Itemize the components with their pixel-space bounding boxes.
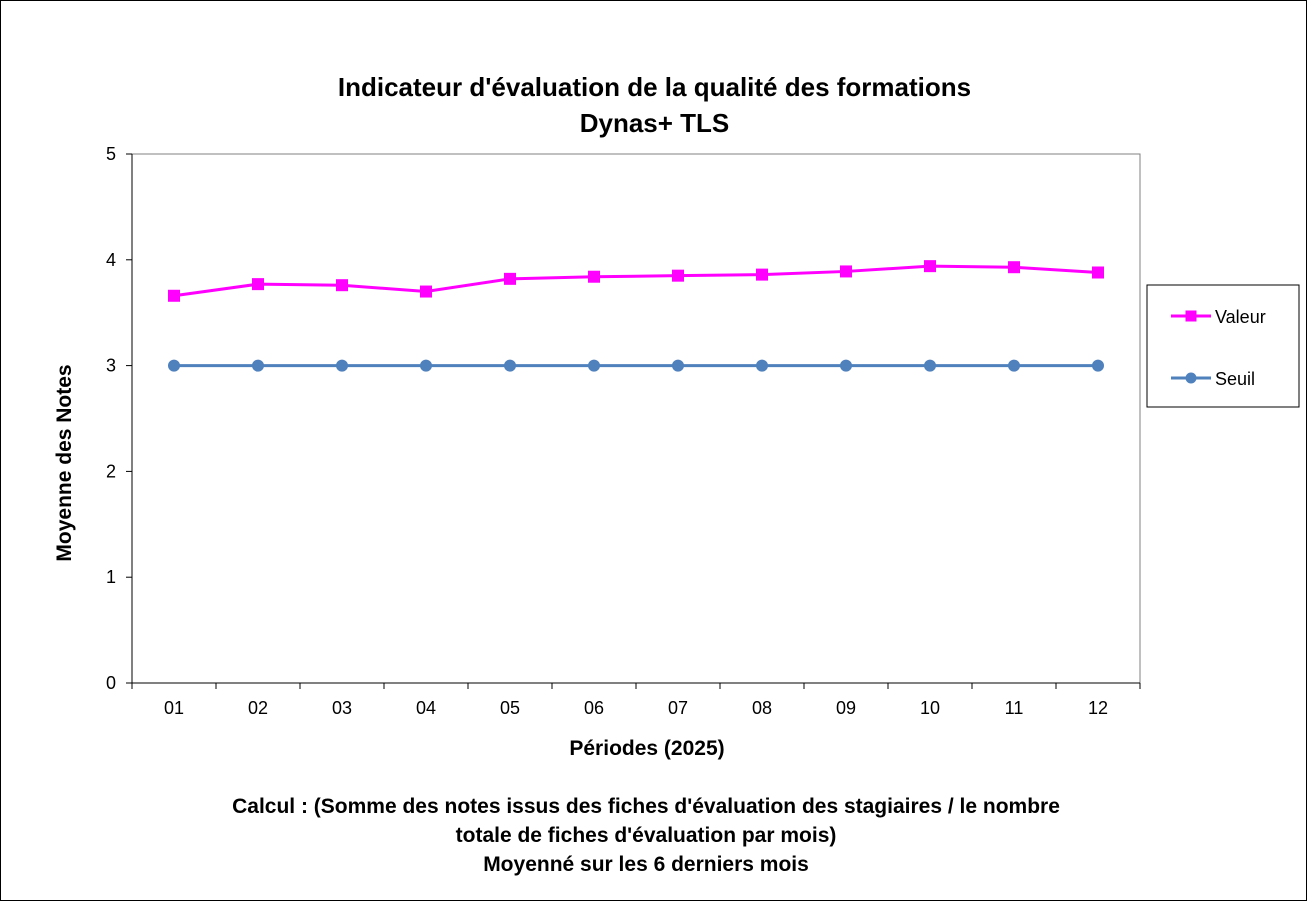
x-tick-label-05: 05 <box>500 698 520 718</box>
x-tick-label-10: 10 <box>920 698 940 718</box>
plot-area <box>131 153 1141 684</box>
point-valeur-06 <box>588 270 600 283</box>
point-valeur-07 <box>672 269 684 282</box>
y-tick-label-2: 2 <box>106 461 116 481</box>
x-tick-label-07: 07 <box>668 698 688 718</box>
y-axis-ticks: 0 1 2 3 4 5 <box>106 144 132 693</box>
y-tick-label-3: 3 <box>106 356 116 376</box>
axes <box>131 153 1141 684</box>
point-valeur-11 <box>1008 261 1020 274</box>
calculation-note-line2: totale de fiches d'évaluation par mois) <box>455 824 837 847</box>
point-seuil-01 <box>168 359 180 372</box>
point-seuil-09 <box>840 359 852 372</box>
point-seuil-05 <box>504 359 516 372</box>
chart-subtitle: Dynas+ TLS <box>579 108 730 138</box>
x-tick-label-01: 01 <box>164 698 184 718</box>
x-tick-label-08: 08 <box>752 698 772 718</box>
x-tick-label-09: 09 <box>836 698 856 718</box>
series-group <box>168 260 1104 372</box>
legend-label-seuil: Seuil <box>1215 369 1255 389</box>
legend-label-valeur: Valeur <box>1215 307 1266 327</box>
point-valeur-05 <box>504 272 516 285</box>
point-seuil-06 <box>588 359 600 372</box>
calculation-note-line1: Calcul : (Somme des notes issus des fich… <box>232 795 1060 818</box>
series-line-valeur <box>173 264 1099 298</box>
y-tick-label-5: 5 <box>106 144 116 164</box>
point-seuil-02 <box>252 359 264 372</box>
legend-box <box>1146 284 1300 408</box>
x-tick-label-12: 12 <box>1088 698 1108 718</box>
y-tick-label-1: 1 <box>106 567 116 587</box>
x-tick-label-11: 11 <box>1005 698 1024 718</box>
x-tick-label-03: 03 <box>332 698 352 718</box>
y-tick-label-4: 4 <box>106 250 116 270</box>
legend-marker-valeur <box>1185 310 1197 322</box>
point-valeur-04 <box>420 285 432 298</box>
calculation-note-line3: Moyenné sur les 6 derniers mois <box>483 853 809 876</box>
legend: Valeur Seuil <box>1146 284 1300 408</box>
x-tick-label-02: 02 <box>248 698 268 718</box>
chart-title: Indicateur d'évaluation de la qualité de… <box>337 72 972 102</box>
point-seuil-10 <box>924 359 936 372</box>
point-valeur-09 <box>840 265 852 278</box>
point-seuil-07 <box>672 359 684 372</box>
x-axis-ticks: 01 02 03 04 05 06 07 08 09 10 11 12 <box>131 683 1141 718</box>
point-seuil-11 <box>1008 359 1020 372</box>
point-valeur-02 <box>252 278 264 291</box>
point-seuil-08 <box>756 359 768 372</box>
x-tick-label-06: 06 <box>584 698 604 718</box>
y-tick-label-0: 0 <box>106 673 116 693</box>
point-valeur-10 <box>924 260 936 273</box>
y-axis-title: Moyenne des Notes <box>53 364 76 561</box>
point-valeur-03 <box>336 279 348 292</box>
legend-marker-seuil <box>1185 372 1197 384</box>
x-tick-label-04: 04 <box>416 698 436 718</box>
point-seuil-03 <box>336 359 348 372</box>
point-seuil-04 <box>420 359 432 372</box>
x-axis-title: Périodes (2025) <box>569 737 724 760</box>
point-seuil-12 <box>1092 359 1104 372</box>
point-valeur-08 <box>756 268 768 281</box>
point-valeur-01 <box>168 289 180 302</box>
point-valeur-12 <box>1092 266 1104 279</box>
